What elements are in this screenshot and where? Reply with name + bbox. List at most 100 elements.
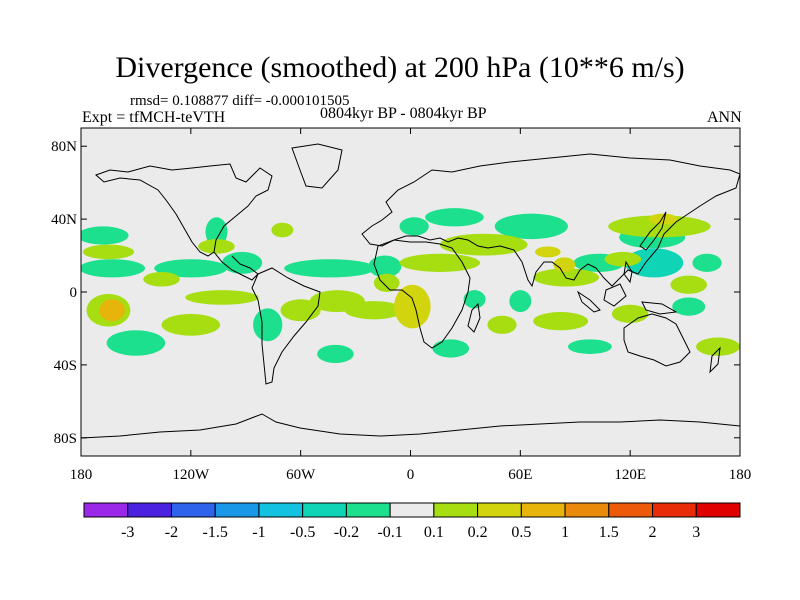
coastline-japan xyxy=(639,211,667,251)
colorbar-swatch xyxy=(302,502,347,518)
x-tick-label: 120W xyxy=(172,467,210,483)
x-tick-label: 0 xyxy=(407,467,415,483)
anomaly-patch xyxy=(432,339,470,358)
coastlines xyxy=(81,143,740,439)
coastline-madagascar xyxy=(467,302,481,333)
coastline-new-zealand xyxy=(709,346,721,374)
x-tick-label: 60E xyxy=(508,467,532,483)
anomaly-patch xyxy=(604,251,642,267)
anomaly-patch xyxy=(154,259,228,278)
coastline-sumatra xyxy=(576,290,601,313)
anomaly-patch xyxy=(439,233,528,256)
anomaly-patch xyxy=(494,213,568,240)
colorbar: -3 -2 -1.5 -1 -0.5 -0.2 -0.1 0.1 0.2 0.5 1 1.5 2 3 xyxy=(83,502,741,541)
colorbar-swatch xyxy=(389,502,435,518)
anomaly-patch xyxy=(99,299,125,322)
coastline-north-america xyxy=(95,163,273,257)
colorbar-label: -0.2 xyxy=(334,524,359,541)
colorbar-label: -1 xyxy=(252,524,265,541)
anomaly-patch xyxy=(373,273,400,292)
anomaly-patch xyxy=(284,259,376,278)
colorbar-label: 0.2 xyxy=(468,524,488,541)
colorbar-swatch xyxy=(345,502,391,518)
anomaly-patch xyxy=(648,213,678,225)
coastline-philippines xyxy=(623,260,633,284)
axis-ticks: 180 120W 60W 0 60E 120E 180 80N 40N 0 40S 80S xyxy=(51,128,751,483)
colorbar-swatch xyxy=(170,502,216,518)
coastline-central-america xyxy=(213,251,259,281)
coastline-south-america xyxy=(251,267,321,385)
anomaly-patch xyxy=(106,330,166,356)
anomaly-patch xyxy=(509,290,532,313)
anomaly-patch xyxy=(317,344,354,364)
colorbar-swatch xyxy=(608,502,654,518)
anomaly-patch xyxy=(205,217,228,247)
anomaly-patch xyxy=(221,251,263,274)
x-tick-label: 60W xyxy=(286,467,316,483)
colorbar-label: -3 xyxy=(121,524,134,541)
colorbar-label: 0.5 xyxy=(511,524,531,541)
y-tick-label: 40S xyxy=(54,358,77,374)
anomaly-patch xyxy=(487,315,517,334)
colorbar-label: 1 xyxy=(561,524,569,541)
colorbar-swatch xyxy=(258,502,304,518)
anomaly-patch xyxy=(161,313,221,336)
anomaly-layer xyxy=(81,208,740,364)
coastline-antarctica xyxy=(81,413,740,439)
colorbar-label: -0.5 xyxy=(290,524,315,541)
colorbar-label: 0.1 xyxy=(424,524,444,541)
anomaly-patch xyxy=(534,246,561,258)
stats-text: rmsd= 0.108877 diff= -0.000101505 xyxy=(130,93,350,109)
anomaly-patch xyxy=(198,239,235,254)
anomaly-patch xyxy=(425,208,484,227)
anomaly-patch xyxy=(81,226,129,245)
colorbar-label: 1.5 xyxy=(599,524,619,541)
anomaly-patch xyxy=(692,253,722,272)
coastline-greenland xyxy=(291,143,343,189)
anomaly-patch xyxy=(82,244,135,260)
anomaly-patch xyxy=(696,337,740,356)
x-tick-label: 120E xyxy=(614,467,646,483)
colorbar-swatch xyxy=(695,502,741,518)
anomaly-patch xyxy=(611,304,649,323)
chart-title: Divergence (smoothed) at 200 hPa (10**6 … xyxy=(115,51,685,84)
colorbar-swatch xyxy=(214,502,260,518)
colorbar-swatch xyxy=(520,502,566,518)
colorbar-swatch xyxy=(652,502,697,518)
anomaly-patch xyxy=(624,248,684,278)
colorbar-swatch xyxy=(127,502,172,518)
colorbar-label: -0.1 xyxy=(377,524,402,541)
colorbar-label: 3 xyxy=(692,524,700,541)
anomaly-patch xyxy=(553,257,576,272)
season-label: ANN xyxy=(707,109,742,126)
anomaly-patch xyxy=(271,222,294,238)
anomaly-patch xyxy=(399,253,481,272)
y-tick-label: 80S xyxy=(54,431,77,447)
anomaly-patch xyxy=(567,339,612,354)
x-tick-label: 180 xyxy=(729,467,752,483)
anomaly-patch xyxy=(399,217,429,236)
colorbar-swatch xyxy=(433,502,479,518)
colorbar-label: 2 xyxy=(649,524,657,541)
anomaly-patch xyxy=(344,301,404,320)
coastline-eurasia xyxy=(361,153,740,288)
x-tick-label: 180 xyxy=(70,467,93,483)
y-tick-label: 40N xyxy=(51,212,77,228)
coastline-africa xyxy=(373,239,471,349)
anomaly-patch xyxy=(463,290,486,309)
anomaly-patch xyxy=(185,290,259,305)
anomaly-patch xyxy=(253,308,283,342)
colorbar-swatch xyxy=(83,502,129,518)
coastline-borneo xyxy=(603,283,627,307)
anomaly-patch xyxy=(394,284,431,329)
anomaly-patch xyxy=(81,259,146,278)
colorbar-swatch xyxy=(564,502,610,518)
experiment-label: Expt = tfMCH-teVTH xyxy=(82,109,226,126)
y-tick-label: 80N xyxy=(51,139,77,155)
anomaly-patch xyxy=(608,215,711,238)
coastline-new-guinea xyxy=(641,301,678,315)
y-tick-label: 0 xyxy=(70,285,78,301)
colorbar-swatch xyxy=(477,502,522,518)
anomaly-patch xyxy=(533,312,589,331)
